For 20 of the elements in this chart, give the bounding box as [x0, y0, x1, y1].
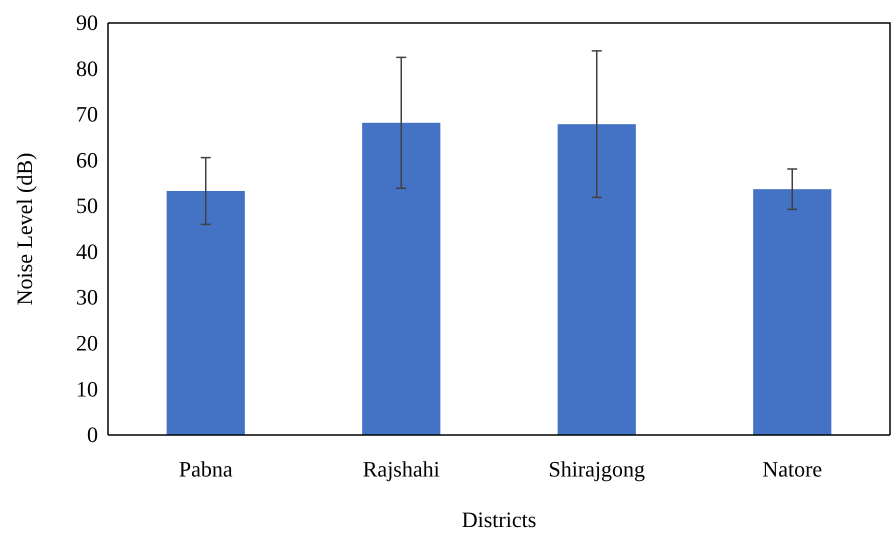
- y-tick-label: 80: [76, 56, 98, 81]
- bar: [166, 191, 245, 435]
- y-tick-label: 40: [76, 238, 98, 264]
- bar: [753, 189, 832, 435]
- y-tick-label: 0: [87, 422, 98, 448]
- y-tick-label: 10: [76, 376, 98, 402]
- bar: [362, 122, 440, 435]
- x-tick-label: Pabna: [178, 456, 233, 482]
- x-tick-label: Natore: [762, 456, 822, 482]
- y-tick-label: 20: [76, 330, 98, 356]
- y-tick-label: 50: [76, 193, 98, 218]
- y-tick-label: 60: [76, 147, 98, 172]
- bar: [558, 124, 636, 435]
- y-axis-title: Noise Level (dB): [12, 152, 37, 306]
- y-tick-label: 90: [76, 10, 98, 36]
- x-tick-label: Shirajgong: [548, 456, 646, 482]
- x-axis-title: Districts: [462, 507, 536, 532]
- y-tick-label: 70: [76, 102, 98, 127]
- x-tick-label: Rajshahi: [362, 456, 440, 482]
- y-tick-label: 30: [76, 284, 98, 310]
